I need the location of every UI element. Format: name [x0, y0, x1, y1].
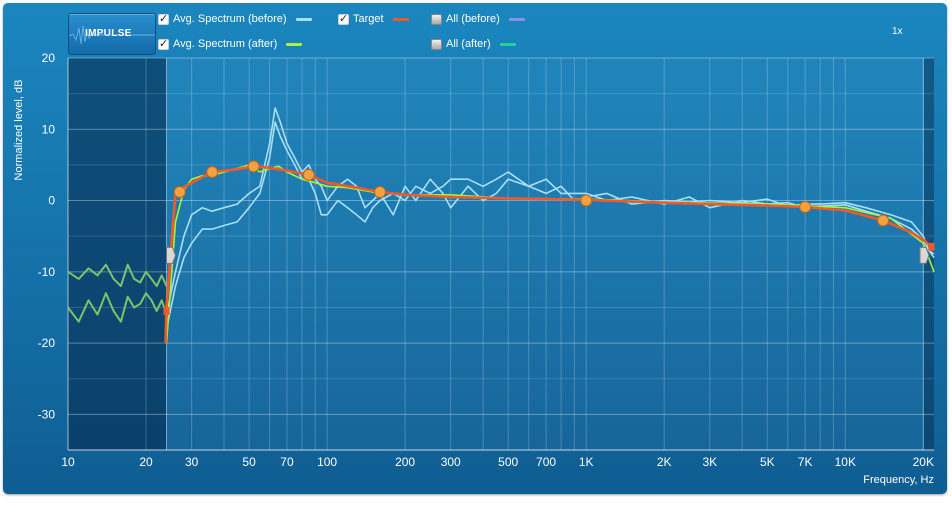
target-control-point — [799, 200, 812, 213]
x-tick-label: 20K — [913, 455, 934, 469]
legend-all-after[interactable]: All (after) — [431, 36, 516, 52]
y-tick-label: 10 — [42, 122, 56, 136]
checkbox-avg-before[interactable] — [158, 12, 169, 25]
y-tick-label: -30 — [38, 407, 56, 421]
checkbox-target[interactable] — [338, 12, 349, 25]
target-control-point — [580, 194, 593, 207]
x-axis-label: Frequency, Hz — [863, 474, 934, 486]
legend-all-before[interactable]: All (before) — [431, 11, 525, 27]
y-tick-label: -20 — [38, 336, 56, 350]
legend-avg-before-label: Avg. Spectrum (before) — [173, 13, 287, 25]
x-tick-label: 300 — [441, 455, 461, 469]
range-handle-high — [919, 246, 930, 264]
legend-target-label: Target — [353, 13, 384, 25]
excluded-region-high — [924, 58, 934, 450]
legend-all-after-label: All (after) — [446, 38, 491, 50]
x-tick-label: 700 — [536, 455, 556, 469]
legend-target[interactable]: Target — [338, 11, 409, 27]
checkbox-avg-after[interactable] — [158, 37, 169, 50]
excluded-region-line — [67, 292, 168, 323]
excluded-region — [68, 58, 167, 450]
x-tick-label: 7K — [798, 455, 813, 469]
target-curve — [164, 165, 933, 344]
y-tick-label: -10 — [38, 265, 56, 279]
x-tick-label: 50 — [242, 455, 256, 469]
x-tick-label: 5K — [760, 455, 775, 469]
x-tick-label: 200 — [395, 455, 415, 469]
target-endpoint-marker — [928, 242, 935, 251]
y-tick-label: 20 — [42, 51, 56, 65]
target-control-point — [302, 168, 315, 181]
x-tick-label: 3K — [702, 455, 717, 469]
x-tick-label: 2K — [657, 455, 672, 469]
waveform-icon — [69, 25, 155, 45]
excluded-region-line — [67, 263, 168, 288]
legend-avg-after[interactable]: Avg. Spectrum (after) — [158, 36, 303, 52]
impulse-button-label: IMPULSE — [85, 28, 132, 39]
checkbox-all-before[interactable] — [431, 13, 442, 25]
x-tick-label: 1K — [579, 455, 594, 469]
swatch-target — [392, 17, 409, 21]
target-control-point — [373, 185, 386, 198]
swatch-all-before — [508, 17, 525, 21]
x-tick-label: 500 — [498, 455, 518, 469]
swatch-avg-after — [286, 42, 303, 46]
zoom-level-button[interactable]: 1x — [892, 26, 903, 37]
target-control-point — [247, 160, 260, 173]
range-handle-low — [166, 246, 177, 264]
legend-all-before-label: All (before) — [446, 13, 500, 25]
x-tick-label: 10K — [835, 455, 856, 469]
swatch-all-after — [499, 42, 516, 46]
legend-avg-after-label: Avg. Spectrum (after) — [173, 38, 278, 50]
target-control-point — [173, 185, 186, 198]
plot-area — [68, 58, 934, 450]
x-tick-label: 100 — [317, 455, 337, 469]
x-tick-label: 70 — [280, 455, 294, 469]
target-endpoint-marker — [163, 307, 170, 316]
avg-before-curve — [165, 121, 935, 329]
target-control-point — [206, 166, 219, 179]
y-tick-label: 0 — [48, 194, 55, 208]
x-tick-label: 20 — [139, 455, 153, 469]
x-tick-label: 10 — [61, 455, 75, 469]
target-control-point — [877, 214, 890, 227]
legend-avg-before[interactable]: Avg. Spectrum (before) — [158, 11, 312, 27]
swatch-avg-before — [295, 17, 312, 21]
checkbox-all-after[interactable] — [431, 38, 442, 50]
impulse-button[interactable]: IMPULSE — [68, 13, 156, 55]
y-axis-label: Normalized level, dB — [13, 80, 25, 181]
x-tick-label: 30 — [185, 455, 199, 469]
